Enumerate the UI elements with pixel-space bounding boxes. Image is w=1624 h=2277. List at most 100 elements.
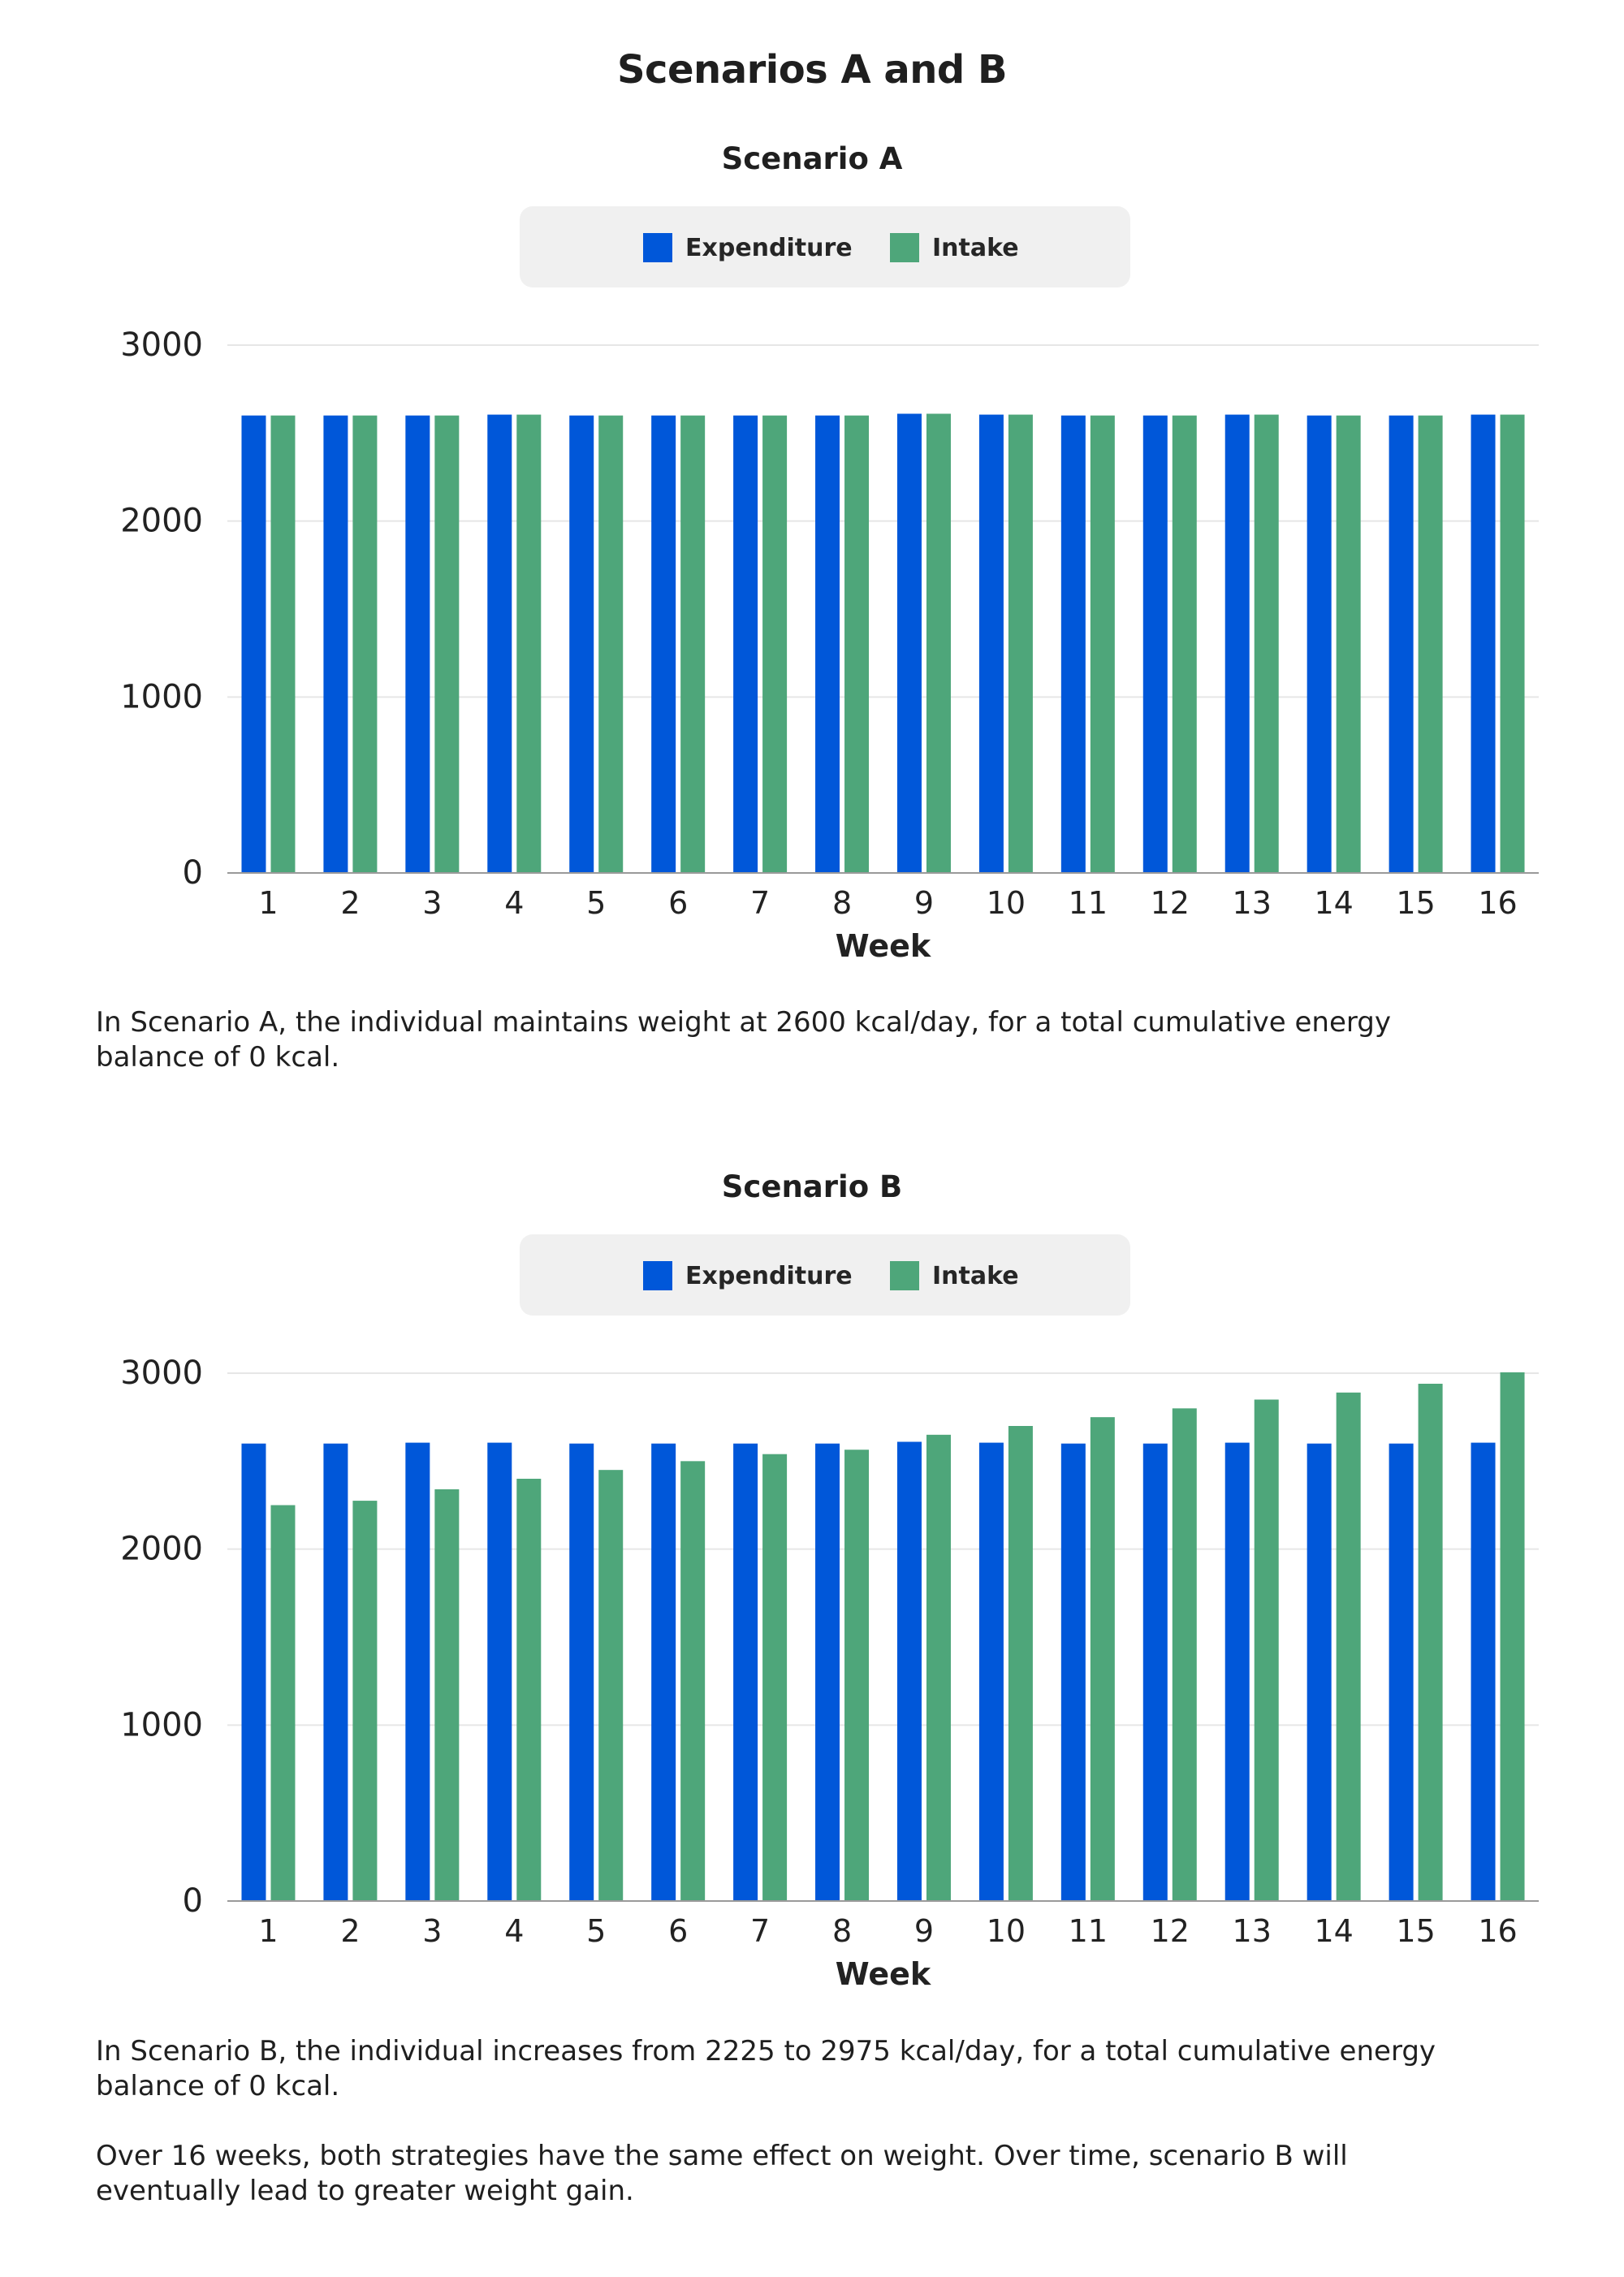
bar-expenditure-week-7: [733, 1443, 758, 1901]
y-tick-label: 2000: [120, 503, 203, 540]
bar-expenditure-week-6: [651, 415, 676, 873]
bar-intake-week-3: [434, 1489, 460, 1901]
bar-expenditure-week-14: [1307, 1443, 1332, 1901]
bar-expenditure-week-9: [896, 1441, 922, 1901]
y-tick-label: 2000: [120, 1531, 203, 1568]
legend-item-intake: Intake: [890, 1261, 1019, 1290]
legend-label-intake: Intake: [932, 1261, 1019, 1290]
x-tick-label: 1: [258, 1913, 278, 1949]
chart-title: Scenario B: [721, 1169, 903, 1204]
bar-intake-week-10: [1008, 1426, 1033, 1901]
chart-legend: Expenditure Intake: [520, 1234, 1130, 1316]
bar-expenditure-week-6: [651, 1443, 676, 1901]
bar-intake-week-7: [762, 1454, 788, 1901]
bar-intake-week-1: [270, 415, 296, 873]
bar-intake-week-2: [352, 1501, 378, 1901]
bar-expenditure-week-7: [733, 415, 758, 873]
bar-intake-week-11: [1090, 1417, 1115, 1901]
y-tick-label: 0: [183, 1882, 203, 1920]
y-tick-label: 3000: [120, 1355, 203, 1392]
bar-intake-week-11: [1090, 415, 1115, 873]
x-tick-label: 3: [422, 885, 442, 921]
bar-intake-week-14: [1336, 415, 1361, 873]
legend-swatch-expenditure: [643, 1261, 672, 1290]
bar-intake-week-6: [680, 1461, 706, 1901]
scenario-b-caption: In Scenario B, the individual increases …: [96, 2035, 1436, 2102]
x-tick-label: 11: [1069, 885, 1108, 921]
legend-item-intake: Intake: [890, 233, 1019, 262]
bar-expenditure-week-3: [405, 415, 430, 873]
x-tick-label: 7: [750, 1913, 770, 1949]
bar-intake-week-16: [1500, 414, 1525, 873]
x-tick-label: 1: [258, 885, 278, 921]
bar-intake-week-3: [434, 415, 460, 873]
bar-expenditure-week-4: [487, 414, 512, 873]
bar-expenditure-week-2: [323, 1443, 348, 1901]
bar-intake-week-7: [762, 415, 788, 873]
y-tick-label: 0: [183, 854, 203, 892]
bar-expenditure-week-1: [241, 415, 266, 873]
bar-intake-week-10: [1008, 414, 1033, 873]
bar-intake-week-15: [1418, 415, 1443, 873]
bar-expenditure-week-8: [815, 415, 840, 873]
bar-intake-week-4: [516, 414, 542, 873]
y-tick-label: 3000: [120, 326, 203, 364]
x-tick-label: 6: [668, 885, 688, 921]
bar-expenditure-week-5: [569, 1443, 594, 1901]
x-tick-label: 14: [1314, 1913, 1353, 1949]
legend-swatch-expenditure: [643, 233, 672, 262]
x-tick-label: 12: [1151, 1913, 1190, 1949]
bar-intake-week-1: [270, 1505, 296, 1901]
bar-expenditure-week-1: [241, 1443, 266, 1901]
x-tick-label: 4: [504, 885, 524, 921]
x-tick-label: 7: [750, 885, 770, 921]
x-tick-label: 13: [1233, 885, 1272, 921]
x-tick-label: 2: [340, 885, 360, 921]
bar-expenditure-week-4: [487, 1442, 512, 1901]
x-axis-title: Week: [835, 928, 931, 964]
x-tick-label: 6: [668, 1913, 688, 1949]
bar-intake-week-16: [1500, 1372, 1525, 1901]
bar-expenditure-week-2: [323, 415, 348, 873]
bar-expenditure-week-16: [1471, 414, 1496, 873]
x-tick-label: 2: [340, 1913, 360, 1949]
bar-intake-week-15: [1418, 1384, 1443, 1901]
bar-intake-week-12: [1172, 415, 1197, 873]
x-tick-label: 16: [1478, 1913, 1517, 1949]
bar-intake-week-2: [352, 415, 378, 873]
x-tick-label: 14: [1314, 885, 1353, 921]
y-tick-label: 1000: [120, 678, 203, 715]
legend-item-expenditure: Expenditure: [643, 1261, 853, 1290]
bar-intake-week-5: [598, 415, 624, 873]
bar-intake-week-8: [844, 1450, 870, 1901]
bar-expenditure-week-10: [978, 1442, 1004, 1901]
x-tick-label: 10: [987, 885, 1026, 921]
legend-label-expenditure: Expenditure: [685, 233, 853, 262]
legend-label-intake: Intake: [932, 233, 1019, 262]
bar-intake-week-5: [598, 1470, 624, 1901]
bar-intake-week-6: [680, 415, 706, 873]
page-title: Scenarios A and B: [616, 47, 1008, 93]
bar-expenditure-week-3: [405, 1442, 430, 1901]
bar-expenditure-week-9: [896, 413, 922, 873]
x-axis-title: Week: [835, 1956, 931, 1992]
bar-expenditure-week-12: [1142, 415, 1168, 873]
x-tick-label: 9: [914, 885, 934, 921]
legend-item-expenditure: Expenditure: [643, 233, 853, 262]
bar-intake-week-13: [1254, 1399, 1279, 1901]
bar-expenditure-week-16: [1471, 1442, 1496, 1901]
legend-label-expenditure: Expenditure: [685, 1261, 853, 1290]
x-tick-label: 9: [914, 1913, 934, 1949]
bar-expenditure-week-13: [1224, 414, 1250, 873]
x-tick-label: 15: [1396, 1913, 1435, 1949]
x-tick-label: 12: [1151, 885, 1190, 921]
bar-expenditure-week-5: [569, 415, 594, 873]
bar-expenditure-week-8: [815, 1443, 840, 1901]
bar-expenditure-week-15: [1389, 1443, 1414, 1901]
bar-expenditure-week-12: [1142, 1443, 1168, 1901]
x-tick-label: 10: [987, 1913, 1026, 1949]
scenario-a-caption: In Scenario A, the individual maintains …: [96, 1006, 1391, 1074]
bar-expenditure-week-14: [1307, 415, 1332, 873]
